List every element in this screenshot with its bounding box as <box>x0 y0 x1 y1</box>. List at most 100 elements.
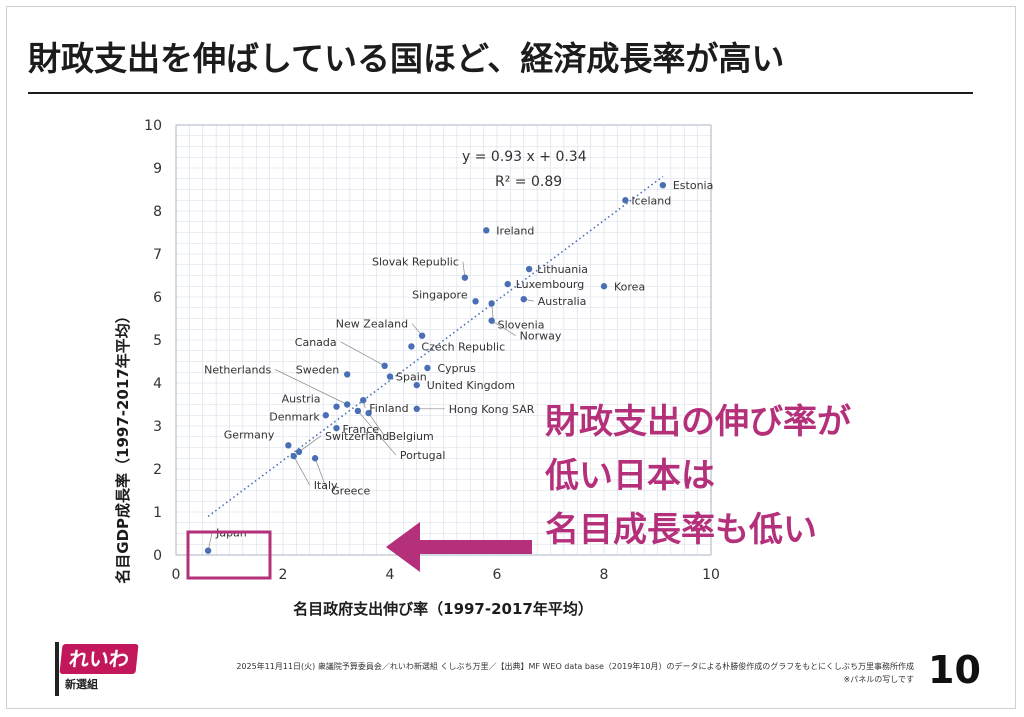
japan-highlight-box <box>186 530 272 580</box>
leader-point-portugal <box>357 410 397 456</box>
leader-point-switzerland <box>298 435 322 453</box>
tick-labels: 0 2 4 6 8 10 0 1 2 3 4 5 6 7 8 9 10 <box>144 118 720 583</box>
point-finland <box>360 397 367 404</box>
point-luxembourg <box>504 280 511 288</box>
y-tick-label: 7 <box>153 247 162 263</box>
label-point-france: France <box>343 423 380 436</box>
label-point-korea: Korea <box>614 280 645 293</box>
y-tick-label: 2 <box>153 462 162 478</box>
data-points <box>204 182 667 554</box>
point-denmark <box>322 412 329 419</box>
callout-line-3: 名目成長率も低い <box>545 510 817 550</box>
label-point-singapore: Singapore <box>412 288 468 301</box>
label-point-portugal: Portugal <box>400 449 446 462</box>
label-point-italy: Italy <box>314 479 338 492</box>
label-point-spain: Spain <box>396 371 427 384</box>
point-united-kingdom <box>413 381 420 389</box>
axes <box>175 124 712 556</box>
point-korea <box>600 283 608 290</box>
label-point-finland: Finland <box>369 402 408 415</box>
leader-point-canada <box>340 341 385 367</box>
y-tick-label: 0 <box>153 548 162 564</box>
point-spain <box>386 373 394 380</box>
title-rule <box>28 92 973 94</box>
label-point-slovak-republic: Slovak Republic <box>372 256 459 269</box>
point-slovenia <box>488 300 495 307</box>
grid <box>175 124 712 556</box>
slide-title: 財政支出を伸ばしている国ほど、経済成長率が高い <box>28 39 785 78</box>
y-tick-label: 3 <box>153 419 162 435</box>
leader-point-italy <box>293 455 311 486</box>
point-norway <box>488 317 495 324</box>
leader-point-belgium <box>368 412 385 437</box>
y-tick-label: 10 <box>144 118 162 134</box>
label-point-hong-kong-sar: Hong Kong SAR <box>449 403 535 416</box>
point-netherlands <box>344 401 351 408</box>
x-tick-label: 0 <box>172 567 181 583</box>
label-point-canada: Canada <box>295 336 337 349</box>
label-point-estonia: Estonia <box>673 179 714 192</box>
label-point-switzerland: Switzerland <box>325 430 389 443</box>
label-point-netherlands: Netherlands <box>204 364 271 377</box>
logo-badge: れいわ <box>59 644 139 674</box>
leader-point-greece <box>314 458 328 491</box>
point-germany <box>285 442 292 449</box>
callout-line-1: 財政支出の伸び率が <box>545 402 851 442</box>
point-austria <box>333 403 340 410</box>
footer-source: 2025年11月11日(火) 衆議院予算委員会／れいわ新選組 くしぶち万里／【出… <box>236 662 914 671</box>
trendline-path <box>207 175 664 518</box>
label-point-czech-republic: Czech Republic <box>421 340 505 353</box>
label-point-ireland: Ireland <box>496 224 534 237</box>
label-point-slovenia: Slovenia <box>498 318 545 331</box>
point-france <box>333 424 340 432</box>
label-point-denmark: Denmark <box>269 410 320 423</box>
y-axis-title: 名目GDP成長率（1997-2017年平均） <box>114 308 132 583</box>
point-greece <box>311 455 319 462</box>
point-new-zealand <box>418 332 426 339</box>
footer: 2025年11月11日(火) 衆議院予算委員会／れいわ新選組 くしぶち万里／【出… <box>236 660 914 686</box>
leader-point-norway <box>491 320 516 336</box>
point-ireland <box>483 227 490 234</box>
label-point-germany: Germany <box>224 428 275 441</box>
point-singapore <box>472 298 479 305</box>
plot-frame <box>175 124 712 556</box>
point-czech-republic <box>408 343 415 350</box>
y-tick-label: 1 <box>153 505 162 521</box>
slide-frame <box>6 6 1016 709</box>
label-point-sweden: Sweden <box>296 363 339 376</box>
y-tick-label: 5 <box>153 333 162 349</box>
y-tick-label: 9 <box>153 161 162 177</box>
footer-note: ※パネルの写しです <box>843 675 914 684</box>
x-tick-label: 2 <box>279 567 288 583</box>
point-hong-kong-sar <box>413 405 420 412</box>
y-tick-label: 8 <box>153 204 162 220</box>
x-tick-label: 10 <box>702 567 720 583</box>
label-point-luxembourg: Luxembourg <box>516 278 585 291</box>
label-point-greece: Greece <box>331 484 370 497</box>
r-squared: R² = 0.89 <box>495 174 562 190</box>
label-point-new-zealand: New Zealand <box>336 318 408 331</box>
label-point-austria: Austria <box>282 393 321 406</box>
point-lithuania <box>525 265 533 273</box>
point-portugal <box>354 407 362 415</box>
trendline <box>207 175 664 518</box>
label-point-iceland: Iceland <box>631 194 671 207</box>
point-sweden <box>344 371 351 378</box>
label-point-belgium: Belgium <box>389 430 434 443</box>
point-australia <box>520 295 527 303</box>
point-cyprus <box>424 364 431 372</box>
x-tick-label: 8 <box>600 567 609 583</box>
point-switzerland <box>295 448 303 455</box>
logo-sub: 新選組 <box>65 678 98 691</box>
point-estonia <box>659 182 667 189</box>
callout-text: 財政支出の伸び率が 低い日本は 名目成長率も低い <box>545 395 851 557</box>
leader-lines <box>207 261 534 551</box>
arrow-left-icon <box>386 522 532 572</box>
point-belgium <box>365 409 372 417</box>
flag-pole-icon <box>55 642 59 696</box>
label-point-norway: Norway <box>520 330 562 343</box>
reiwa-logo: れいわ 新選組 <box>55 640 145 700</box>
x-axis-title: 名目政府支出伸び率（1997-2017年平均） <box>293 600 593 618</box>
